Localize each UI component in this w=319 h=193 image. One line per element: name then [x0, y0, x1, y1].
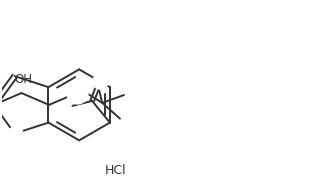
Text: HCl: HCl — [105, 164, 126, 177]
Text: O: O — [10, 127, 19, 140]
Text: OH: OH — [14, 73, 33, 86]
Text: O: O — [95, 74, 105, 87]
Text: NH: NH — [68, 86, 85, 100]
